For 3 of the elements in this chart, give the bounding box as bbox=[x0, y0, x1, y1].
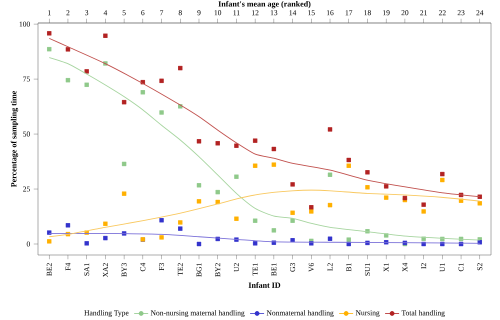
x-axis-title: Infant ID bbox=[248, 282, 280, 288]
y-axis-title: Percentage of sampling time bbox=[10, 90, 18, 188]
x2-axis-title: Infant's mean age (ranked) bbox=[218, 0, 310, 8]
